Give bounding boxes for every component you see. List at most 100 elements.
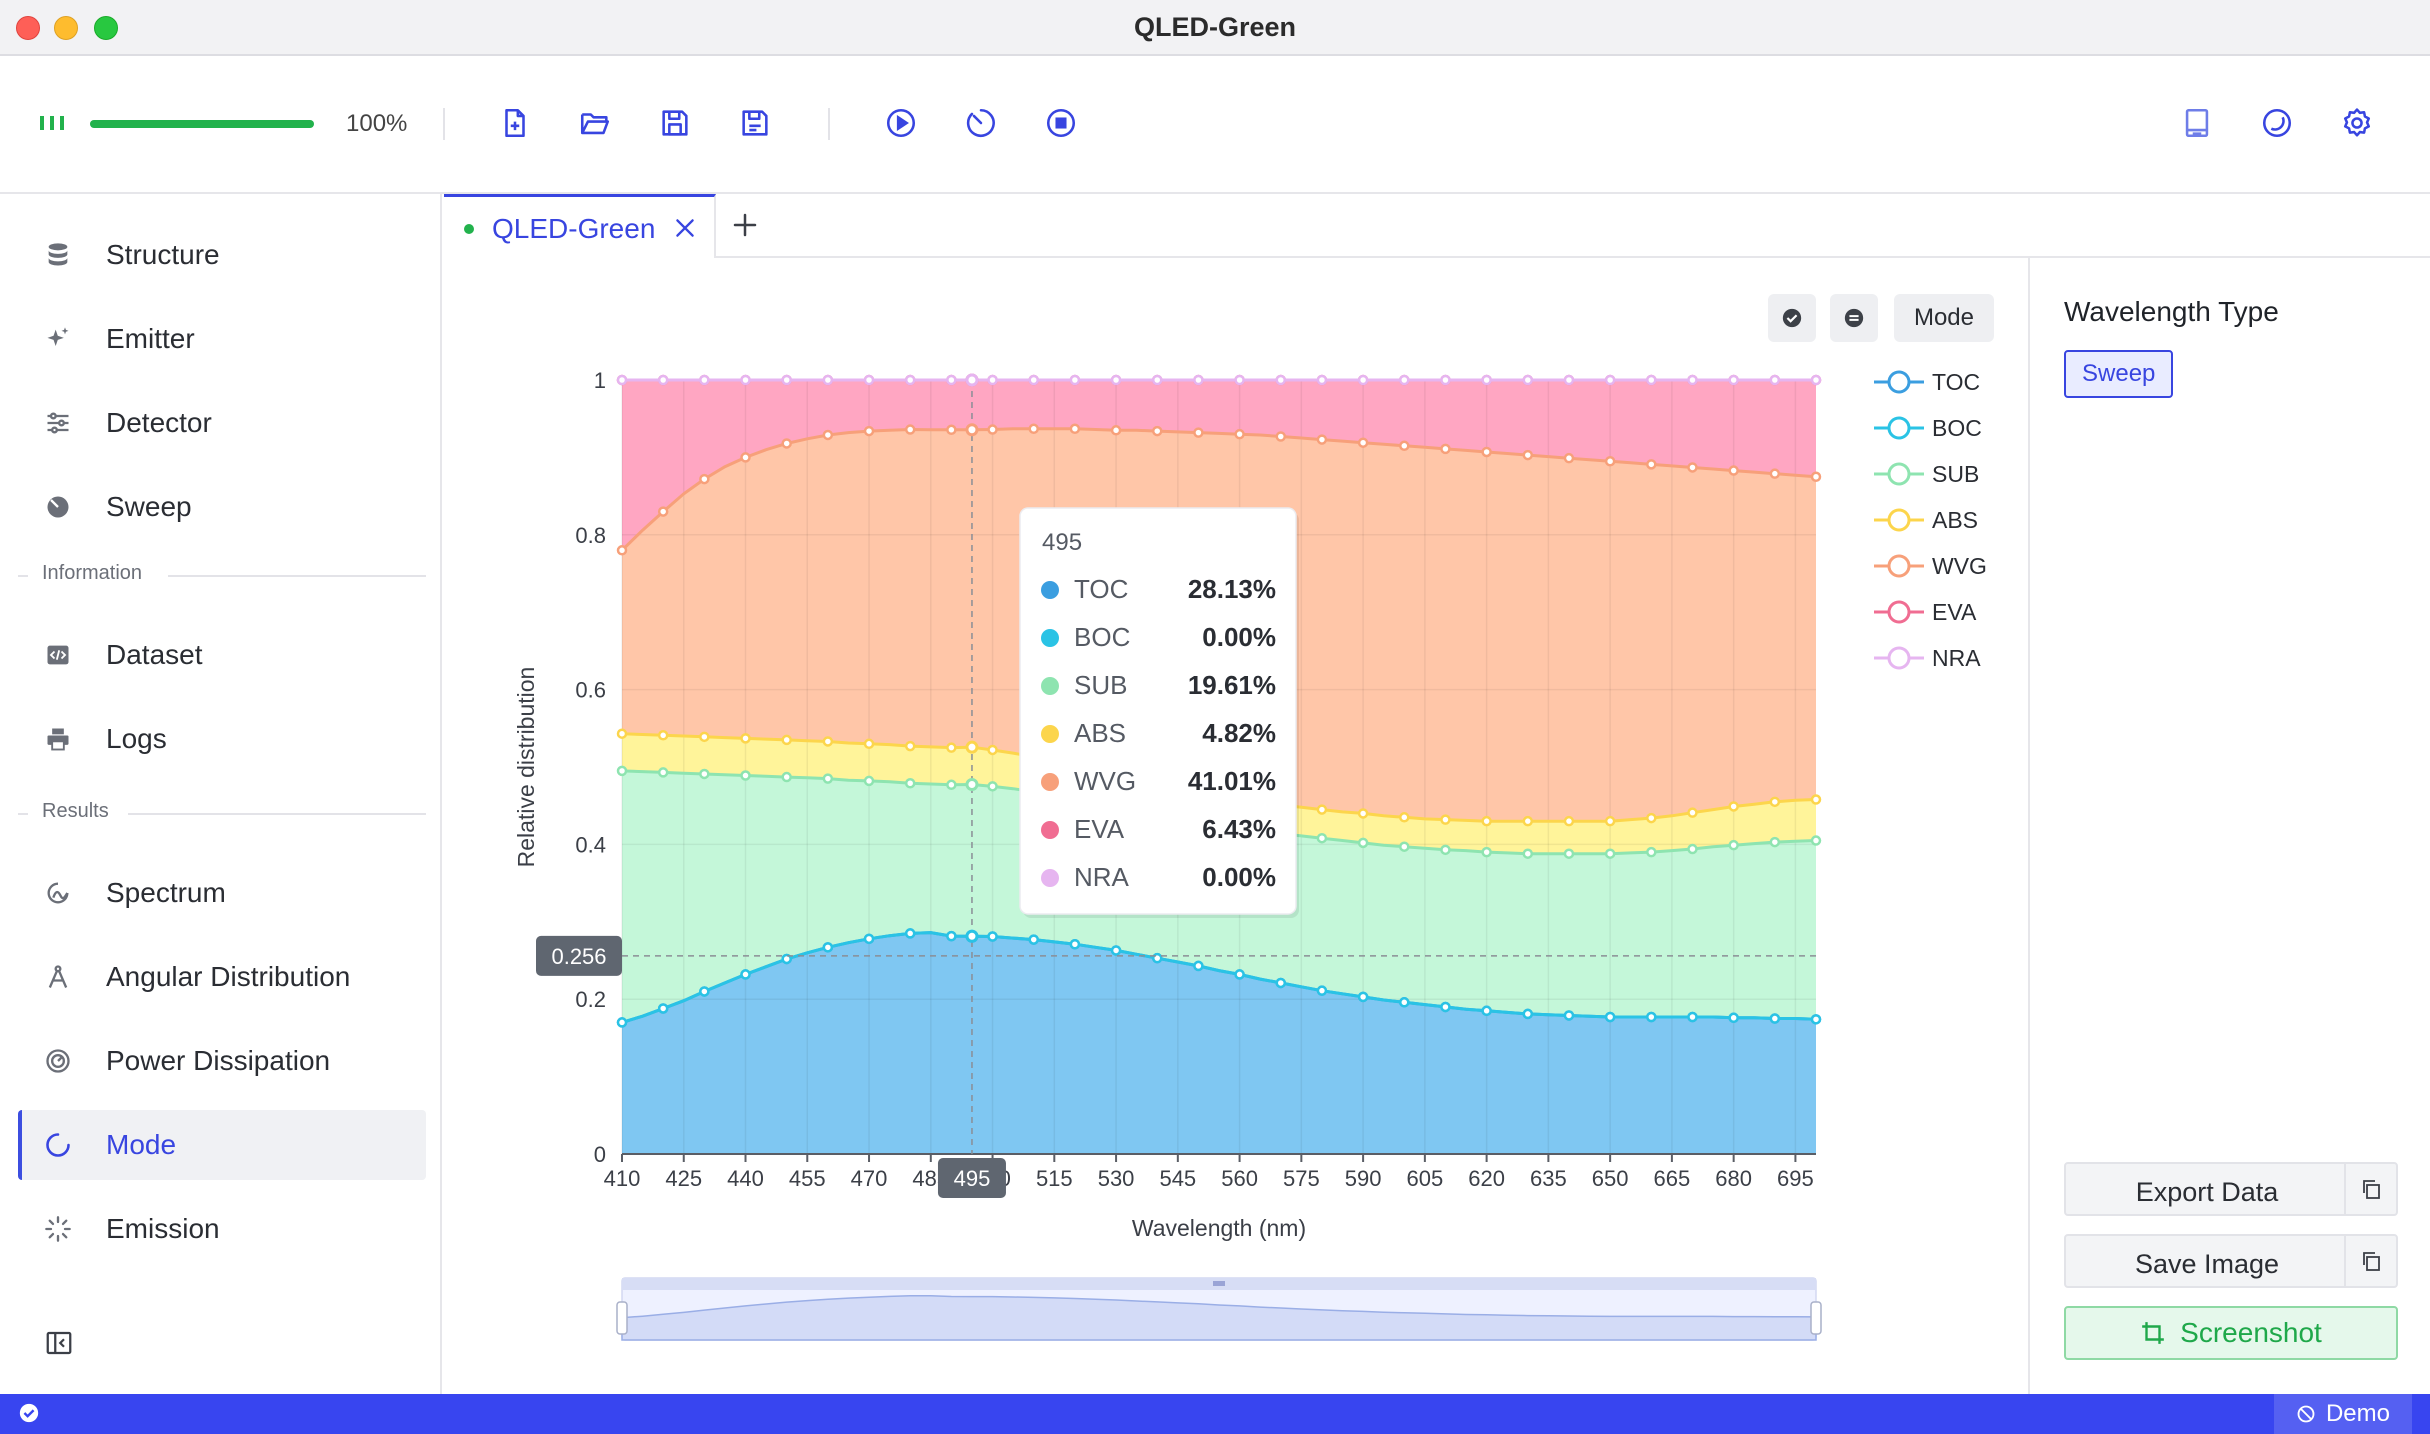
mode-chart[interactable]: 4104254404554704855005155305455605755906… xyxy=(444,258,2028,1394)
x-tick-label: 590 xyxy=(1345,1166,1382,1191)
save-as-icon xyxy=(742,110,768,136)
zoom-handle-left[interactable] xyxy=(616,1301,628,1335)
sidebar-item-logs[interactable]: Logs xyxy=(18,704,426,774)
spectrum-icon xyxy=(47,882,69,904)
zoom-handle-right[interactable] xyxy=(1810,1301,1822,1335)
data-point-boc xyxy=(1810,1014,1822,1025)
sidebar-item-angular-distribution[interactable]: Angular Distribution xyxy=(18,942,426,1012)
tooltip-series-name: ABS xyxy=(1074,718,1126,748)
maximize-window-button[interactable] xyxy=(94,16,118,40)
sidebar-item-label: Detector xyxy=(106,407,212,438)
save-as-button[interactable] xyxy=(738,106,772,140)
data-point-wvg xyxy=(1604,456,1616,467)
data-point-nra xyxy=(1399,374,1410,386)
data-point-wvg xyxy=(781,438,792,449)
sidebar-item-emission[interactable]: Emission xyxy=(18,1194,426,1264)
data-point-boc xyxy=(822,942,834,953)
sweep-button[interactable]: Sweep xyxy=(2064,350,2174,398)
sidebar-item-mode[interactable]: Mode xyxy=(18,1110,426,1180)
legend-marker-toc[interactable] xyxy=(1887,370,1911,394)
sidebar-item-detector[interactable]: Detector xyxy=(18,388,426,458)
tooltip-dot-boc xyxy=(1041,629,1059,647)
timer-button[interactable] xyxy=(964,106,998,140)
legend-marker-eva[interactable] xyxy=(1887,600,1911,624)
legend-marker-sub[interactable] xyxy=(1887,462,1911,486)
x-tick-label: 425 xyxy=(665,1166,702,1191)
data-point-nra xyxy=(1646,374,1657,386)
save-image-button[interactable]: Save Image xyxy=(2064,1234,2398,1288)
layout-button[interactable] xyxy=(2180,106,2214,140)
save-icon xyxy=(662,110,688,136)
legend-label-wvg: WVG xyxy=(1932,553,1987,579)
add-tab-icon[interactable] xyxy=(730,210,760,240)
legend-marker-boc[interactable] xyxy=(1887,416,1911,440)
x-tick-label: 575 xyxy=(1283,1166,1320,1191)
sidebar-item-emitter[interactable]: Emitter xyxy=(18,304,426,374)
data-point-boc xyxy=(699,986,710,997)
sidebar-item-dataset[interactable]: Dataset xyxy=(18,620,426,690)
demo-badge[interactable]: Demo xyxy=(2273,1394,2412,1434)
stop-button[interactable] xyxy=(1044,106,1078,140)
tooltip-series-name: TOC xyxy=(1074,574,1128,604)
right-panel: Wavelength Type Sweep Export Data Save I… xyxy=(2028,258,2430,1394)
run-button[interactable] xyxy=(884,106,918,140)
open-folder-button[interactable] xyxy=(578,106,612,140)
data-point-sub xyxy=(657,767,669,778)
close-window-button[interactable] xyxy=(16,16,40,40)
data-point-sub xyxy=(1316,832,1328,844)
data-point-sub xyxy=(1728,839,1739,851)
data-point-nra xyxy=(1440,374,1451,386)
crosshair-point-abs xyxy=(965,740,979,754)
settings-button[interactable] xyxy=(2340,106,2374,140)
legend-marker-abs[interactable] xyxy=(1887,508,1911,532)
legend-label-sub: SUB xyxy=(1932,461,1979,487)
collapse-sidebar-icon[interactable] xyxy=(44,1328,74,1358)
close-icon[interactable] xyxy=(672,215,698,241)
check-button[interactable] xyxy=(1768,294,1816,342)
progress-fill xyxy=(90,120,314,128)
tooltip-dot-toc xyxy=(1041,581,1059,599)
tooltip-dot-eva xyxy=(1041,821,1059,839)
layout-icon xyxy=(2185,108,2209,138)
copy-image-button[interactable] xyxy=(2344,1236,2396,1286)
x-tick-label: 470 xyxy=(851,1166,888,1191)
data-point-abs xyxy=(1646,812,1657,824)
compass-icon xyxy=(48,965,68,988)
data-point-nra xyxy=(1563,374,1575,386)
tab-qled-green[interactable]: QLED-Green xyxy=(444,194,716,258)
data-point-wvg xyxy=(987,424,998,435)
tooltip-series-value: 4.82% xyxy=(1202,718,1276,748)
legend-marker-nra[interactable] xyxy=(1887,646,1911,670)
tooltip-series-value: 28.13% xyxy=(1188,574,1276,604)
save-button[interactable] xyxy=(658,106,692,140)
data-point-boc xyxy=(904,928,916,939)
data-point-wvg xyxy=(1728,465,1739,476)
x-tick-label: 680 xyxy=(1715,1166,1752,1191)
new-file-button[interactable] xyxy=(498,106,532,140)
sidebar-item-sweep[interactable]: Sweep xyxy=(18,472,426,542)
export-data-button[interactable]: Export Data xyxy=(2064,1162,2398,1216)
minus-button[interactable] xyxy=(1830,294,1878,342)
sidebar-item-spectrum[interactable]: Spectrum xyxy=(18,858,426,928)
legend-marker-wvg[interactable] xyxy=(1887,554,1911,578)
theme-button[interactable] xyxy=(2260,106,2294,140)
tooltip-dot-abs xyxy=(1041,725,1059,743)
screenshot-label: Screenshot xyxy=(2180,1317,2322,1348)
sparkle-icon xyxy=(47,327,69,346)
tooltip-dot-nra xyxy=(1041,869,1059,887)
y-tick-label: 0 xyxy=(594,1142,606,1167)
sidebar-item-structure[interactable]: Structure xyxy=(18,220,426,290)
crosshair-x-badge xyxy=(937,1158,1006,1198)
zoom-grip-icon[interactable] xyxy=(1213,1281,1225,1286)
data-point-boc xyxy=(1563,1010,1575,1021)
sidebar-item-power-dissipation[interactable]: Power Dissipation xyxy=(18,1026,426,1096)
sidebar-item-label: Structure xyxy=(106,239,220,270)
crosshair-point-boc xyxy=(965,929,979,943)
x-tick-label: 620 xyxy=(1468,1166,1505,1191)
data-point-sub xyxy=(740,770,751,781)
copy-export-button[interactable] xyxy=(2344,1164,2396,1214)
minimize-window-button[interactable] xyxy=(54,16,78,40)
data-point-nra xyxy=(657,374,669,386)
mode-button[interactable]: Mode xyxy=(1894,294,1994,342)
screenshot-button[interactable]: Screenshot xyxy=(2064,1306,2398,1360)
